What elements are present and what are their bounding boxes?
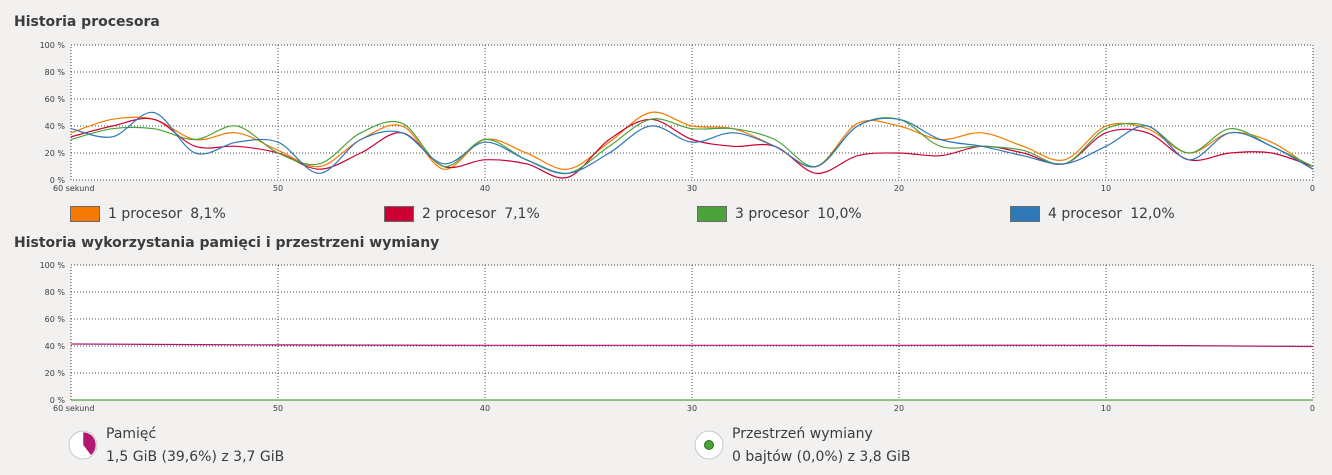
cpu-series-4-line — [70, 111, 1314, 174]
cpu-x-tick-label: 10 — [1101, 184, 1111, 193]
legend-cpu2-label: 2 procesor — [422, 206, 497, 222]
memory-x-tick-label: 20 — [894, 404, 904, 413]
cpu-series-3-line — [70, 117, 1314, 175]
memory-y-tick-label: 40 % — [45, 342, 66, 351]
cpu3-color-swatch[interactable] — [697, 206, 727, 222]
legend-cpu3-value: 10,0% — [817, 206, 862, 222]
legend-cpu1-value: 8,1% — [190, 206, 226, 222]
cpu4-color-swatch[interactable] — [1010, 206, 1040, 222]
cpu-y-tick-label: 60 % — [45, 95, 66, 104]
memory-x-tick-label: 50 — [273, 404, 283, 413]
cpu-x-tick-label: 20 — [894, 184, 904, 193]
legend-cpu1-label: 1 procesor — [108, 206, 183, 222]
memory-pie-icon[interactable] — [68, 430, 98, 460]
swap-pie-icon[interactable] — [694, 430, 724, 460]
cpu-history-title: Historia procesora — [14, 14, 160, 30]
legend-cpu3[interactable]: 3 procesor 10,0% — [697, 204, 862, 224]
cpu1-color-swatch[interactable] — [70, 206, 100, 222]
cpu-y-tick-label: 40 % — [45, 122, 66, 131]
cpu-x-tick-label: 50 — [273, 184, 283, 193]
cpu-y-tick-label: 20 % — [45, 149, 66, 158]
memory-x-tick-label: 40 — [480, 404, 490, 413]
cpu-x-tick-label: 0 — [1310, 184, 1315, 193]
memory-series-1-line — [70, 343, 1314, 348]
memory-y-tick-label: 80 % — [45, 288, 66, 297]
memory-y-tick-label: 0 % — [50, 396, 66, 405]
legend-cpu1[interactable]: 1 procesor 8,1% — [70, 204, 226, 224]
cpu-y-tick-label: 80 % — [45, 68, 66, 77]
legend-cpu2[interactable]: 2 procesor 7,1% — [384, 204, 540, 224]
memory-plot-area — [71, 265, 1313, 400]
cpu-x-tick-label: 30 — [687, 184, 697, 193]
cpu-history-chart: 100 % 80 % 60 % 40 % 20 % 0 %60 sekund 50 40 30 2… — [40, 41, 1315, 193]
memory-history-chart: 100 % 80 % 60 % 40 % 20 % 0 %60 sekund 50 40 30 2… — [40, 261, 1315, 413]
cpu-series-1-line — [70, 111, 1314, 170]
memory-x-tick-label: 60 sekund — [53, 404, 94, 413]
swap-label: Przestrzeń wymiany — [732, 426, 873, 442]
cpu-x-tick-label: 60 sekund — [53, 184, 94, 193]
memory-value: 1,5 GiB (39,6%) z 3,7 GiB — [106, 449, 285, 465]
memory-y-tick-label: 60 % — [45, 315, 66, 324]
swap-value: 0 bajtów (0,0%) z 3,8 GiB — [732, 449, 911, 465]
memory-pie-slice — [82, 431, 97, 456]
legend-cpu4-value: 12,0% — [1130, 206, 1175, 222]
cpu-plot-border — [70, 44, 1314, 181]
legend-cpu3-label: 3 procesor — [735, 206, 810, 222]
cpu2-color-swatch[interactable] — [384, 206, 414, 222]
memory-y-tick-label: 100 % — [40, 261, 66, 270]
memory-x-tick-label: 10 — [1101, 404, 1111, 413]
memory-x-tick-label: 0 — [1310, 404, 1315, 413]
swap-summary: Przestrzeń wymiany 0 bajtów (0,0%) z 3,8… — [694, 424, 1014, 468]
legend-cpu4-label: 4 procesor — [1048, 206, 1123, 222]
legend-cpu2-value: 7,1% — [504, 206, 540, 222]
memory-history-title: Historia wykorzystania pamięci i przestr… — [14, 235, 440, 251]
cpu-y-tick-label: 100 % — [40, 41, 66, 50]
memory-summary: Pamięć 1,5 GiB (39,6%) z 3,7 GiB — [68, 424, 368, 468]
cpu-plot-area — [71, 45, 1313, 180]
cpu-x-tick-label: 40 — [480, 184, 490, 193]
memory-x-tick-label: 30 — [687, 404, 697, 413]
memory-y-tick-label: 20 % — [45, 369, 66, 378]
legend-cpu4[interactable]: 4 procesor 12,0% — [1010, 204, 1175, 224]
cpu-y-tick-label: 0 % — [50, 176, 66, 185]
memory-label: Pamięć — [106, 426, 157, 442]
